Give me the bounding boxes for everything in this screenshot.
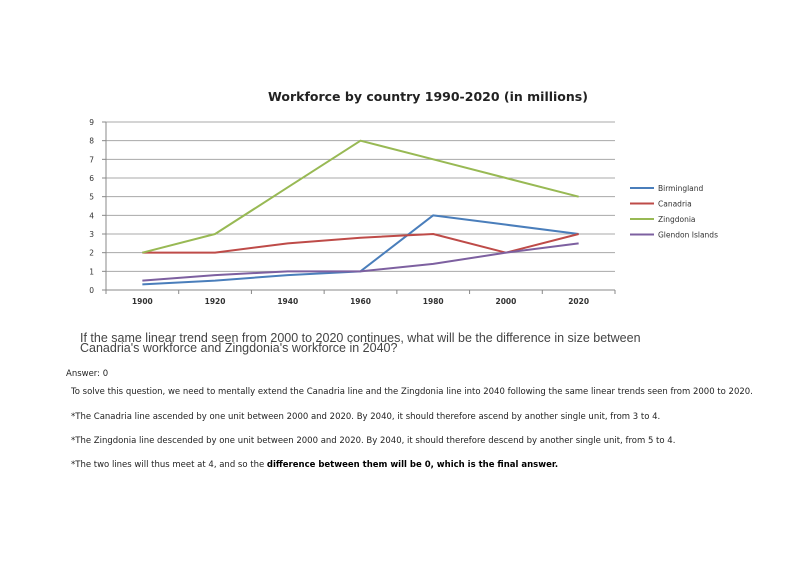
x-tick-label: 1980: [423, 297, 444, 306]
answer-step-3: *The two lines will thus meet at 4, and …: [71, 460, 558, 470]
line-chart: Workforce by country 1990-2020 (in milli…: [89, 89, 718, 306]
y-tick-label: 7: [89, 155, 94, 164]
x-tick-label: 1960: [350, 297, 371, 306]
legend-label-zingdonia: Zingdonia: [658, 215, 696, 224]
legend-label-birmingland: Birmingland: [658, 184, 704, 193]
question-text: If the same linear trend seen from 2000 …: [80, 331, 780, 355]
y-tick-label: 0: [89, 286, 94, 295]
answer-label: Answer: 0: [66, 369, 109, 379]
legend-label-glendon-islands: Glendon Islands: [658, 231, 718, 240]
question-line-1: If the same linear trend seen from 2000 …: [80, 331, 641, 345]
y-tick-label: 9: [89, 118, 94, 127]
series-line-zingdonia: [142, 139, 579, 254]
answer-conclusion: difference between them will be 0, which…: [266, 460, 559, 470]
answer-step-2: *The Zingdonia line descended by one uni…: [71, 436, 676, 446]
y-tick-label: 2: [89, 249, 94, 258]
y-tick-label: 4: [89, 211, 94, 220]
x-tick-label: 2000: [495, 297, 516, 306]
y-tick-label: 1: [89, 267, 94, 276]
y-tick-label: 5: [89, 193, 94, 202]
x-tick-label: 1920: [205, 297, 226, 306]
answer-intro: To solve this question, we need to menta…: [71, 387, 753, 397]
chart-title: Workforce by country 1990-2020 (in milli…: [268, 89, 588, 104]
question-line-2: Canadria's workforce and Zingdonia's wor…: [80, 341, 398, 355]
x-tick-label: 1940: [277, 297, 298, 306]
y-tick-label: 8: [89, 137, 94, 146]
y-tick-label: 6: [89, 174, 94, 183]
y-tick-label: 3: [89, 230, 94, 239]
legend-label-canadria: Canadria: [658, 200, 692, 209]
series-line-glendon-islands: [142, 242, 579, 282]
x-tick-label: 1900: [132, 297, 153, 306]
answer-step-3-text: *The two lines will thus meet at 4, and …: [71, 460, 267, 470]
answer-step-1: *The Canadria line ascended by one unit …: [71, 412, 661, 422]
x-tick-label: 2020: [568, 297, 589, 306]
